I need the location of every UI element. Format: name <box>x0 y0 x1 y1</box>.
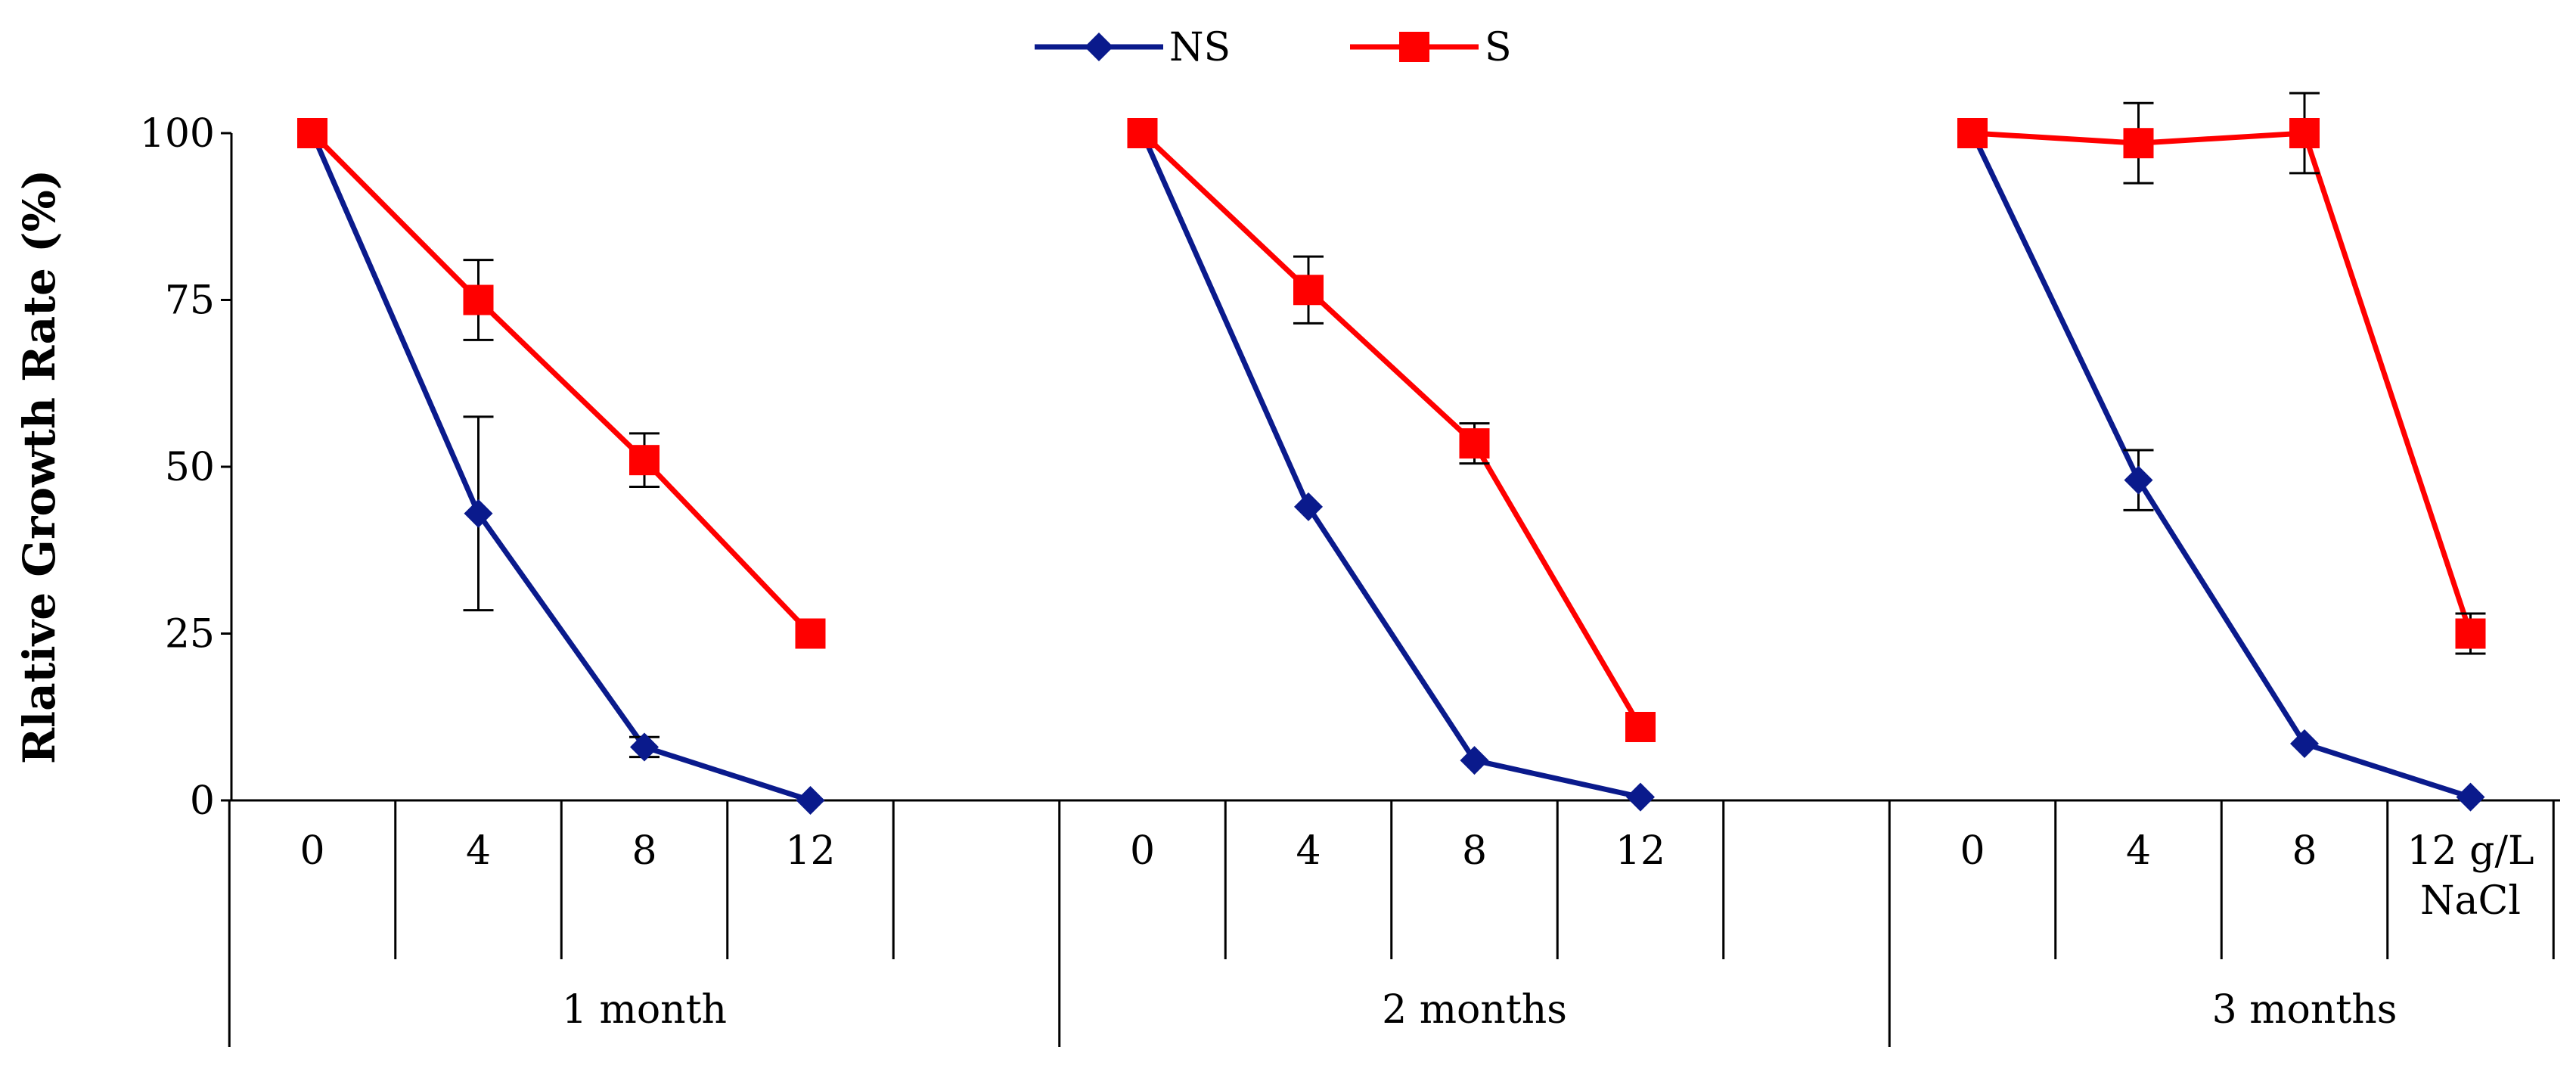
data-point-s <box>2289 118 2320 148</box>
x-category-label: 12 <box>1615 828 1665 874</box>
x-category-label: 8 <box>2292 828 2317 874</box>
data-point-ns <box>1460 746 1489 775</box>
x-group-label: 3 months <box>2212 987 2398 1033</box>
x-category-label: NaCl <box>2420 878 2521 924</box>
x-category-label: 4 <box>2126 828 2151 874</box>
series-line-s <box>310 131 813 635</box>
data-point-s <box>1293 275 1324 306</box>
data-point-s <box>1957 118 1988 148</box>
data-point-s <box>297 118 327 148</box>
series-line-s <box>1972 130 2473 635</box>
x-group-label: 1 month <box>562 987 727 1033</box>
x-category-label: 8 <box>1462 828 1487 874</box>
x-category-label: 0 <box>299 828 324 874</box>
legend-label-s: S <box>1485 25 1512 70</box>
data-point-ns <box>464 499 493 528</box>
x-category-label: 0 <box>1960 828 1985 874</box>
data-point-ns <box>1294 492 1323 521</box>
x-category-label: 8 <box>632 828 656 874</box>
x-category-label: 12 <box>785 828 835 874</box>
data-point-s <box>463 284 494 315</box>
data-point-s <box>1459 428 1490 459</box>
x-group-label: 2 months <box>1382 987 1567 1033</box>
data-point-s <box>2455 618 2486 649</box>
x-category-label: 12 g/L <box>2407 828 2534 874</box>
y-tick-label: 75 <box>165 278 215 324</box>
series-line-ns <box>1140 132 1641 800</box>
y-axis-title: Rlative Growth Rate (%) <box>14 169 65 764</box>
data-point-s <box>629 445 660 476</box>
data-point-ns <box>1626 782 1655 812</box>
data-point-ns <box>2290 729 2319 759</box>
data-point-s <box>1127 118 1158 148</box>
data-point-s <box>795 618 826 649</box>
y-tick-label: 100 <box>140 111 215 157</box>
series-line-s <box>1141 131 1643 729</box>
data-point-ns <box>796 786 825 815</box>
data-point-ns <box>2456 782 2485 812</box>
series-line-ns <box>1969 132 2472 800</box>
data-point-s <box>1399 32 1429 62</box>
data-point-ns <box>1085 33 1113 61</box>
data-point-s <box>1625 711 1656 742</box>
data-point-ns <box>2124 465 2153 495</box>
x-category-label: 0 <box>1130 828 1155 874</box>
data-point-ns <box>630 732 659 762</box>
series-line-ns <box>309 132 812 803</box>
y-tick-label: 0 <box>190 778 215 824</box>
legend-label-ns: NS <box>1169 25 1231 70</box>
x-category-label: 4 <box>466 828 491 874</box>
y-tick-label: 50 <box>165 445 215 490</box>
x-category-label: 4 <box>1296 828 1321 874</box>
y-tick-label: 25 <box>165 612 215 657</box>
data-point-s <box>2123 128 2154 159</box>
